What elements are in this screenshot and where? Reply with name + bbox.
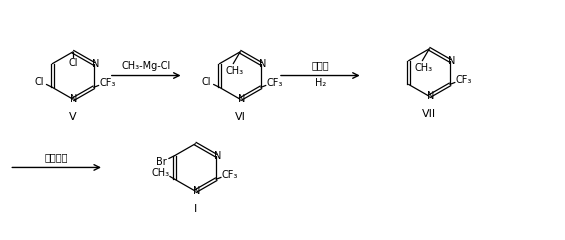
Text: CH₃: CH₃ bbox=[152, 168, 170, 178]
Text: Cl: Cl bbox=[68, 58, 78, 68]
Text: CF₃: CF₃ bbox=[456, 75, 472, 85]
Text: CH₃: CH₃ bbox=[414, 63, 432, 73]
Text: CF₃: CF₃ bbox=[99, 78, 116, 88]
Text: N: N bbox=[427, 91, 434, 101]
Text: N: N bbox=[193, 186, 200, 196]
Text: 催化剂: 催化剂 bbox=[311, 61, 329, 71]
Text: Br: Br bbox=[157, 156, 167, 167]
Text: N: N bbox=[92, 59, 99, 69]
Text: N: N bbox=[237, 94, 245, 104]
Text: Cl: Cl bbox=[34, 78, 44, 87]
Text: H₂: H₂ bbox=[315, 78, 326, 88]
Text: N: N bbox=[259, 59, 267, 69]
Text: VII: VII bbox=[422, 109, 436, 119]
Text: CF₃: CF₃ bbox=[222, 170, 238, 180]
Text: N: N bbox=[214, 150, 222, 161]
Text: N: N bbox=[448, 56, 455, 66]
Text: CH₃: CH₃ bbox=[225, 66, 244, 76]
Text: Cl: Cl bbox=[202, 78, 211, 87]
Text: V: V bbox=[69, 112, 77, 122]
Text: I: I bbox=[194, 204, 197, 214]
Text: N: N bbox=[70, 94, 78, 104]
Text: CH₃-Mg-Cl: CH₃-Mg-Cl bbox=[121, 61, 171, 71]
Text: CF₃: CF₃ bbox=[267, 78, 283, 88]
Text: VI: VI bbox=[235, 112, 246, 122]
Text: 溴化试剂: 溴化试剂 bbox=[45, 153, 68, 162]
